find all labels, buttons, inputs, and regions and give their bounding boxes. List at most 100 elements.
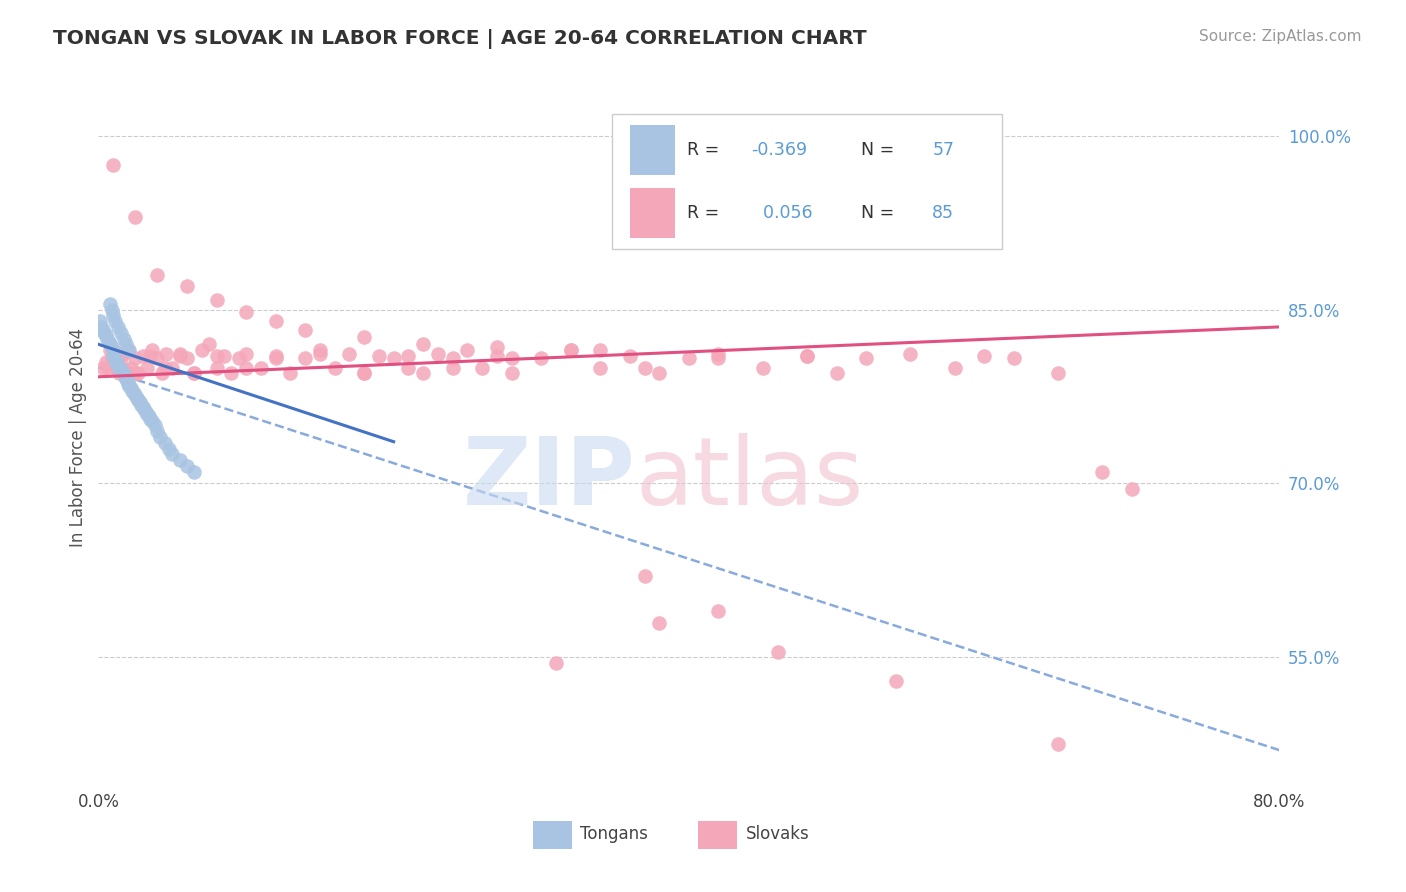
Point [139,411,162,425]
Point [111,346,134,360]
Point [136,360,159,375]
Point [212,349,235,363]
Point [96,332,118,346]
Point [264,314,287,328]
Text: Tongans: Tongans [581,825,648,843]
Y-axis label: In Labor Force | Age 20-64: In Labor Force | Age 20-64 [69,327,87,547]
Point [280,366,302,380]
Point [135,404,157,418]
Point [589,343,612,358]
Point [104,314,127,328]
Point [110,326,132,340]
Text: N =: N = [862,203,900,221]
Text: 0.056: 0.056 [752,203,813,221]
Text: 57: 57 [932,141,955,159]
Point [100,351,122,366]
Point [89,314,111,328]
Point [1046,737,1070,751]
Point [678,351,700,366]
Point [707,346,730,360]
Point [98,343,121,358]
Point [146,268,169,282]
Text: atlas: atlas [636,433,865,524]
Text: N =: N = [862,141,900,159]
Point [124,388,146,402]
Point [228,351,250,366]
Point [634,569,657,583]
Point [353,330,375,344]
Point [382,351,405,366]
Point [107,358,129,372]
Point [100,302,122,317]
Point [309,346,332,360]
Point [1046,366,1070,380]
Point [103,157,125,171]
Point [900,346,922,360]
Text: -0.369: -0.369 [752,141,807,159]
Point [323,360,346,375]
Point [97,363,120,377]
Point [103,309,125,323]
Point [100,340,122,354]
Point [117,376,139,391]
Point [141,414,163,428]
Point [796,349,818,363]
Point [94,354,117,368]
Point [143,418,166,433]
Point [115,337,138,351]
Point [766,644,789,658]
Point [105,353,128,368]
Point [412,337,434,351]
Text: Slovaks: Slovaks [745,825,810,843]
Point [796,349,818,363]
Point [339,346,361,360]
Point [973,349,995,363]
Point [205,360,228,375]
Point [124,210,146,224]
Point [108,366,131,380]
Point [752,360,775,375]
Text: ZIP: ZIP [463,433,636,524]
FancyBboxPatch shape [533,822,572,849]
Point [114,363,136,377]
Point [115,372,138,386]
FancyBboxPatch shape [699,822,737,849]
Point [153,436,176,450]
Text: Source: ZipAtlas.com: Source: ZipAtlas.com [1198,29,1361,44]
Point [150,366,173,380]
Point [169,453,191,467]
Point [146,351,169,366]
Point [707,351,730,366]
Point [471,360,494,375]
Point [855,351,877,366]
Point [153,360,176,375]
Point [127,366,149,380]
Point [107,320,129,334]
Point [486,340,509,354]
Point [264,351,287,366]
Point [560,343,582,358]
Point [139,349,162,363]
Point [589,360,612,375]
Point [91,323,114,337]
Point [112,368,135,382]
Point [884,673,907,688]
Point [294,351,316,366]
Point [1121,483,1143,497]
Point [91,360,114,375]
Point [110,363,132,377]
FancyBboxPatch shape [630,187,675,237]
Point [294,323,316,337]
Point [93,326,115,340]
FancyBboxPatch shape [612,113,1002,249]
Point [132,400,155,414]
Point [398,349,420,363]
Point [183,366,205,380]
Point [146,425,169,439]
Point [546,657,568,671]
Point [138,409,160,424]
Point [501,366,523,380]
Point [103,358,125,372]
Text: TONGAN VS SLOVAK IN LABOR FORCE | AGE 20-64 CORRELATION CHART: TONGAN VS SLOVAK IN LABOR FORCE | AGE 20… [53,29,868,48]
Point [825,366,848,380]
